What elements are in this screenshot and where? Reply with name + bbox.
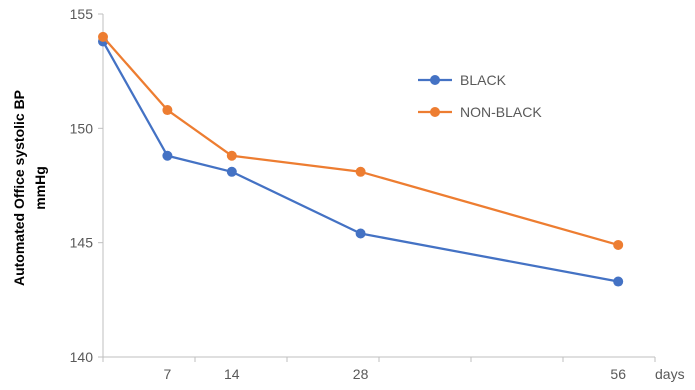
legend-label: BLACK <box>460 72 507 88</box>
legend-label: NON-BLACK <box>460 104 542 120</box>
series-line-non-black <box>103 37 618 245</box>
data-point-non-black <box>356 167 366 177</box>
series-line-black <box>103 41 618 281</box>
y-axis-title-line1: Automated Office systolic BP <box>11 90 27 286</box>
y-tick-label: 140 <box>70 349 94 365</box>
y-axis-title-line2: mmHg <box>32 166 48 210</box>
axes-layer: 140 145 150 155 7 14 28 56 <box>70 6 655 382</box>
y-tick-label: 145 <box>70 235 94 251</box>
y-tick-label: 155 <box>70 6 94 22</box>
data-point-non-black <box>613 240 623 250</box>
data-point-black <box>356 229 366 239</box>
legend-swatch-marker <box>430 107 440 117</box>
x-tick-label: 56 <box>610 366 626 382</box>
x-tick-label: 7 <box>164 366 172 382</box>
data-point-black <box>227 167 237 177</box>
legend-swatch-marker <box>430 75 440 85</box>
data-point-non-black <box>162 105 172 115</box>
data-point-black <box>613 277 623 287</box>
x-tick-label: 28 <box>353 366 369 382</box>
x-axis-title: days <box>655 366 685 382</box>
data-point-non-black <box>98 32 108 42</box>
data-point-non-black <box>227 151 237 161</box>
data-point-black <box>162 151 172 161</box>
y-tick-label: 150 <box>70 120 94 136</box>
legend: BLACK NON-BLACK <box>418 72 542 120</box>
x-tick-label: 14 <box>224 366 240 382</box>
series-layer <box>98 32 623 287</box>
